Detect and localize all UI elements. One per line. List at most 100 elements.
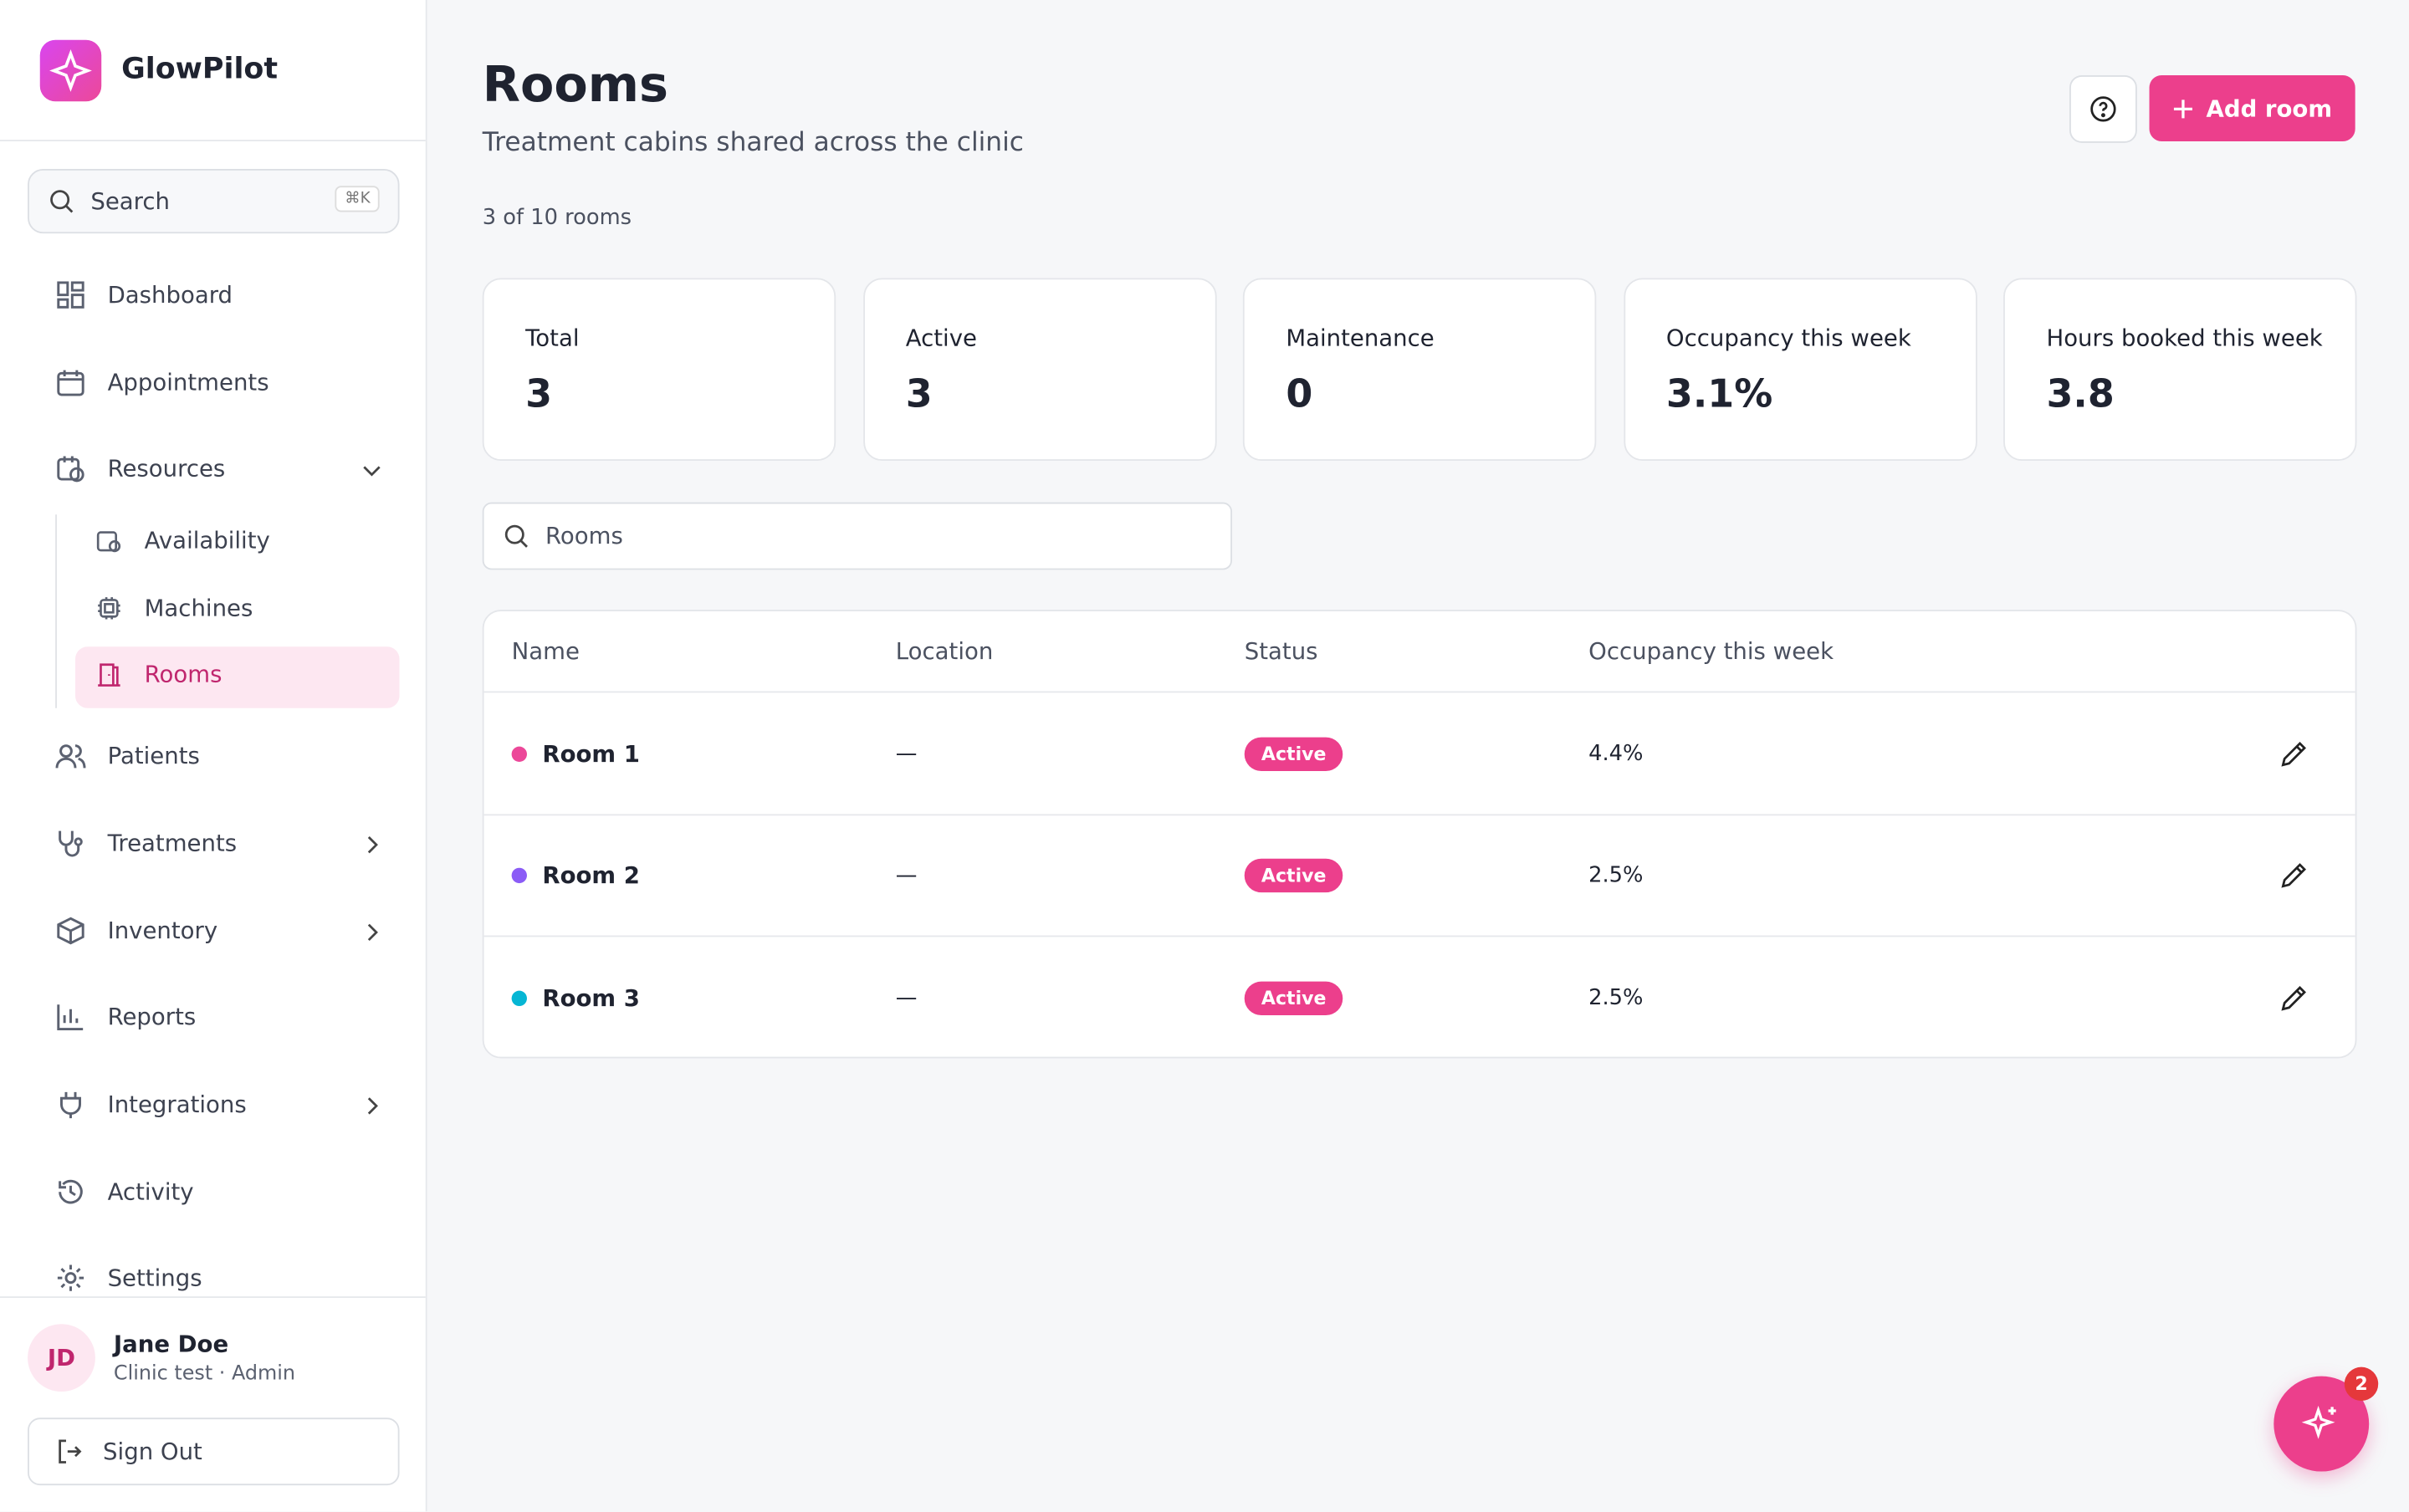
edit-button[interactable] (2279, 738, 2309, 769)
column-header: Location (895, 637, 994, 666)
nav-label: Availability (144, 526, 270, 555)
room-name: Room 3 (542, 983, 640, 1012)
sign-out-label: Sign Out (103, 1438, 202, 1466)
nav-label: Inventory (107, 917, 218, 945)
nav-item[interactable]: Patients (55, 740, 200, 771)
avatar: JD (28, 1324, 95, 1392)
nav-item[interactable]: Integrations (55, 1089, 247, 1120)
search-box[interactable]: Search ⌘K (28, 169, 400, 234)
table-row: Room 3 — Active 2.5% (483, 935, 2355, 1057)
brand: GlowPilot (121, 52, 279, 86)
stat-label: Hours booked this week (2046, 324, 2323, 352)
nav-icon (98, 663, 120, 687)
room-name: Room 1 (542, 739, 640, 768)
nav-icon (98, 597, 120, 620)
nav-item[interactable]: Activity (55, 1177, 194, 1208)
location: — (895, 741, 918, 766)
page-title: Rooms (482, 55, 668, 114)
nav-item[interactable]: Resources (55, 453, 225, 484)
nav-item[interactable]: Treatments (55, 828, 237, 859)
stat-card: Hours booked this week 3.8 (2003, 278, 2357, 462)
nav-label: Integrations (107, 1091, 247, 1119)
nav-icon (59, 830, 83, 857)
nav-subitem[interactable]: Availability (95, 527, 270, 554)
chevron (360, 832, 384, 856)
add-room-label: Add room (2206, 94, 2333, 123)
nav-label: Dashboard (107, 281, 233, 309)
stat-value: 3.8 (2046, 371, 2115, 416)
stat-value: 3.1% (1665, 371, 1773, 416)
room-name: Room 2 (542, 861, 640, 890)
column-header: Name (511, 637, 580, 666)
nav-label: Treatments (107, 829, 238, 857)
nav-icon (59, 1091, 81, 1119)
status-badge: Active (1244, 858, 1343, 893)
chevron (360, 457, 384, 482)
color-dot (511, 745, 527, 762)
stat-card: Total 3 (482, 278, 836, 462)
column-header: Status (1244, 637, 1318, 666)
location: — (895, 863, 918, 888)
page-subtitle: Treatment cabins shared across the clini… (482, 127, 1024, 159)
nav-item[interactable]: Appointments (55, 367, 269, 398)
stat-card: Active 3 (862, 278, 1216, 462)
stat-value: 3 (525, 371, 553, 416)
stat-value: 0 (1286, 371, 1313, 416)
stat-label: Total (525, 324, 580, 352)
table-search[interactable]: Rooms (482, 502, 1233, 570)
edit-button[interactable] (2279, 861, 2309, 891)
chevron (360, 1094, 384, 1118)
divider (0, 1296, 426, 1299)
nav-label: Patients (107, 742, 200, 770)
status-badge: Active (1244, 736, 1343, 771)
nav-label: Activity (107, 1177, 194, 1206)
tree-line (55, 514, 57, 708)
nav-label: Settings (107, 1264, 202, 1292)
nav-icon (59, 1179, 83, 1204)
nav-item[interactable]: Dashboard (55, 279, 233, 310)
search-placeholder: Search (90, 187, 171, 216)
assistant-button[interactable]: 2 (2273, 1366, 2379, 1472)
stat-value: 3 (905, 371, 933, 416)
nav-subitem[interactable]: Machines (95, 595, 253, 622)
nav-label: Machines (144, 594, 253, 622)
user-name: Jane Doe (113, 1330, 229, 1358)
occupancy: 2.5% (1588, 863, 1644, 888)
nav-icon (57, 1004, 84, 1031)
add-room-button[interactable]: Add room (2149, 74, 2355, 141)
occupancy: 4.4% (1588, 741, 1644, 766)
nav-subitem[interactable]: Rooms (95, 661, 222, 688)
stat-label: Occupancy this week (1665, 324, 1911, 352)
nav-icon (57, 1264, 84, 1291)
notification-badge: 2 (2344, 1366, 2379, 1402)
occupancy: 2.5% (1588, 985, 1644, 1010)
nav-icon (55, 744, 86, 769)
nav-label: Appointments (107, 368, 269, 396)
help-button[interactable] (2069, 74, 2137, 143)
stat-label: Maintenance (1286, 324, 1435, 352)
column-header: Occupancy this week (1588, 637, 1834, 666)
user-role: Clinic test · Admin (113, 1362, 296, 1386)
rooms-highlight (74, 646, 400, 708)
shortcut: ⌘K (335, 186, 380, 212)
nav-item[interactable]: Settings (55, 1263, 202, 1294)
nav-item[interactable]: Inventory (55, 916, 217, 947)
nav-icon (96, 531, 121, 553)
edit-button[interactable] (2279, 983, 2309, 1014)
table-row: Room 2 — Active 2.5% (483, 813, 2355, 937)
table-search-placeholder: Rooms (545, 522, 623, 550)
location: — (895, 985, 918, 1010)
nav-item[interactable]: Reports (55, 1002, 196, 1033)
divider (0, 140, 426, 141)
table-row: Room 1 — Active 4.4% (483, 691, 2355, 815)
status-badge: Active (1244, 980, 1343, 1015)
color-dot (511, 989, 527, 1006)
logo (39, 39, 102, 102)
stat-label: Active (905, 324, 977, 352)
nav-label: Resources (107, 454, 226, 483)
sign-out[interactable]: Sign Out (28, 1418, 400, 1486)
stat-card: Maintenance 0 (1242, 278, 1597, 462)
nav-icon (57, 281, 84, 309)
